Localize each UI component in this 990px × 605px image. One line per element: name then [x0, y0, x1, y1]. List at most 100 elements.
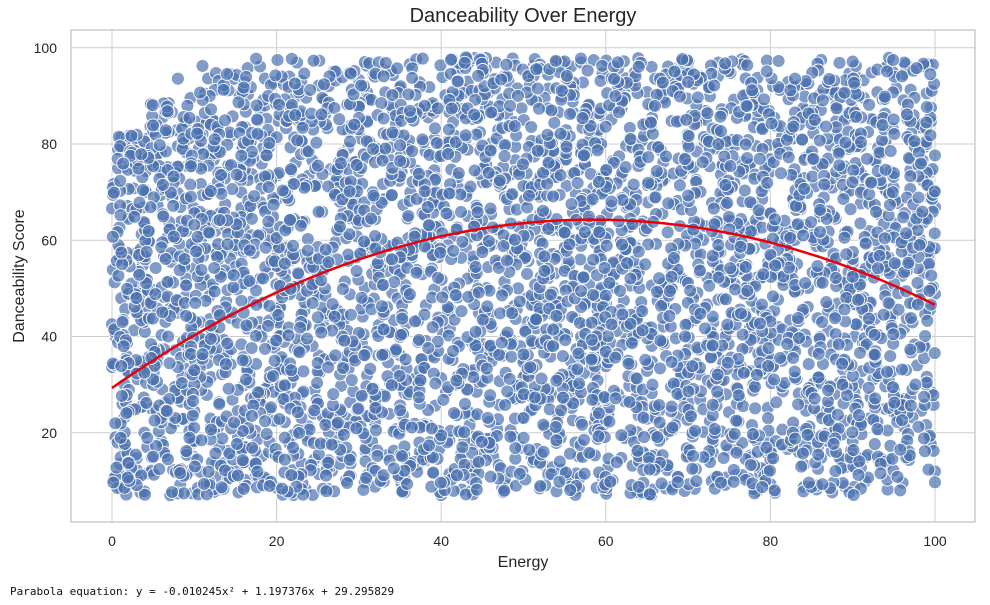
scatter-point [554, 403, 568, 418]
scatter-point [597, 261, 612, 275]
scatter-point [753, 316, 767, 331]
scatter-point [807, 112, 822, 127]
scatter-point [927, 184, 942, 199]
scatter-point [608, 391, 623, 406]
scatter-point [868, 391, 883, 406]
scatter-point [786, 119, 801, 134]
scatter-point [665, 420, 680, 435]
scatter-point [830, 407, 845, 422]
scatter-point [444, 101, 459, 116]
scatter-point [194, 262, 209, 277]
scatter-point [325, 297, 340, 312]
scatter-point [175, 376, 189, 390]
scatter-point [446, 243, 461, 258]
scatter-point [887, 256, 902, 271]
scatter-point [815, 275, 830, 290]
scatter-point [346, 87, 361, 102]
scatter-point [349, 421, 364, 436]
scatter-point [728, 282, 743, 297]
scatter-point [795, 132, 810, 147]
scatter-point [720, 195, 735, 210]
scatter-point [733, 239, 748, 254]
scatter-point [591, 429, 606, 444]
scatter-point [502, 371, 517, 386]
scatter-point [577, 225, 592, 240]
scatter-point [182, 110, 197, 125]
scatter-point [292, 426, 307, 440]
scatter-point [300, 331, 315, 346]
scatter-point [563, 446, 577, 461]
scatter-point [455, 440, 470, 455]
scatter-point [340, 476, 355, 490]
scatter-point [768, 258, 783, 273]
scatter-point [532, 101, 546, 116]
scatter-point [852, 408, 866, 423]
scatter-point [761, 359, 776, 374]
scatter-point [805, 169, 820, 184]
scatter-point [826, 436, 841, 451]
scatter-point [922, 283, 937, 298]
scatter-point [883, 144, 898, 159]
scatter-point [258, 414, 273, 429]
scatter-point [637, 430, 651, 445]
scatter-point [283, 213, 297, 228]
scatter-point [127, 209, 142, 224]
scatter-point [295, 120, 310, 135]
scatter-point [800, 427, 815, 442]
scatter-point [398, 352, 413, 367]
scatter-point [226, 268, 241, 283]
scatter-point [492, 173, 507, 188]
scatter-point [721, 209, 736, 224]
scatter-point [881, 296, 896, 311]
scatter-point [349, 158, 364, 173]
scatter-point [622, 395, 637, 409]
scatter-point [790, 311, 805, 326]
scatter-point [152, 462, 167, 477]
scatter-point [556, 390, 570, 405]
scatter-point [928, 475, 942, 490]
scatter-point [173, 466, 188, 481]
scatter-point [860, 151, 874, 166]
scatter-point [718, 56, 733, 71]
scatter-point [867, 347, 882, 362]
scatter-point [807, 391, 822, 406]
scatter-point [207, 284, 222, 299]
scatter-point [710, 384, 725, 399]
scatter-point [576, 270, 591, 285]
scatter-point [365, 381, 380, 396]
scatter-point [837, 230, 852, 245]
scatter-point [549, 433, 564, 448]
scatter-point [132, 195, 147, 210]
scatter-point [147, 413, 162, 428]
scatter-point [621, 356, 636, 371]
scatter-point [893, 442, 908, 457]
scatter-point [300, 232, 315, 246]
scatter-point [563, 107, 577, 121]
scatter-point [887, 395, 902, 410]
scatter-point [548, 53, 563, 68]
scatter-point [220, 336, 235, 351]
scatter-point [536, 203, 550, 218]
scatter-point [886, 112, 901, 127]
scatter-point [140, 430, 155, 445]
scatter-point [481, 165, 496, 180]
scatter-point [342, 452, 357, 467]
scatter-point [374, 96, 389, 111]
scatter-point [917, 444, 932, 459]
scatter-point [177, 252, 192, 267]
scatter-point [212, 397, 227, 411]
scatter-point [662, 309, 677, 324]
scatter-point [207, 132, 222, 147]
scatter-point [235, 453, 250, 468]
scatter-point [238, 372, 253, 387]
scatter-point [765, 289, 780, 304]
scatter-point [655, 75, 670, 90]
scatter-point [681, 129, 696, 144]
scatter-point [378, 55, 393, 70]
scatter-point [812, 224, 827, 239]
scatter-point [598, 288, 613, 303]
scatter-point [160, 452, 175, 467]
scatter-point [134, 147, 149, 162]
scatter-point [375, 299, 389, 314]
scatter-point [604, 194, 619, 209]
